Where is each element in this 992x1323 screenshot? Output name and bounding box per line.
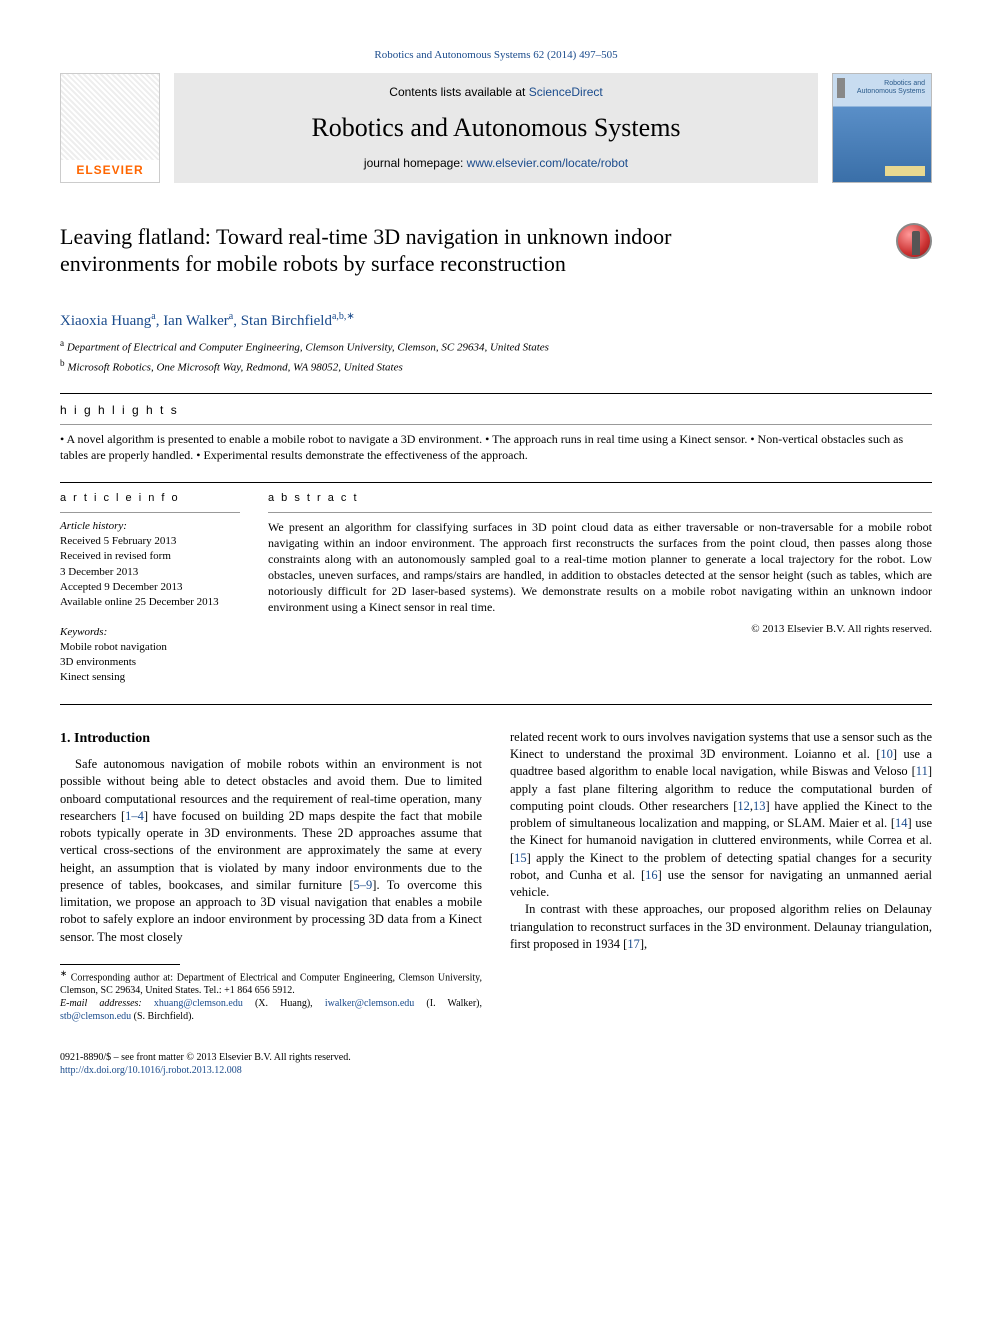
- author-1[interactable]: Xiaoxia Huanga: [60, 313, 156, 329]
- masthead: ELSEVIER Contents lists available at Sci…: [60, 73, 932, 183]
- citation-link[interactable]: Robotics and Autonomous Systems 62 (2014…: [374, 49, 617, 61]
- contents-list-line: Contents lists available at ScienceDirec…: [389, 84, 602, 100]
- column-left: 1. Introduction Safe autonomous navigati…: [60, 729, 482, 1023]
- email-1[interactable]: xhuang@clemson.edu: [154, 998, 243, 1009]
- history-label: Article history:: [60, 519, 240, 534]
- keyword-1: Mobile robot navigation: [60, 640, 240, 655]
- title-row: Leaving flatland: Toward real-time 3D na…: [60, 223, 932, 278]
- cover-spine-icon: [837, 78, 845, 98]
- doi-link[interactable]: http://dx.doi.org/10.1016/j.robot.2013.1…: [60, 1065, 242, 1076]
- highlights-heading: h i g h l i g h t s: [60, 402, 932, 418]
- author-3[interactable]: Stan Birchfielda,b,∗: [241, 313, 355, 329]
- elsevier-logo[interactable]: ELSEVIER: [60, 73, 160, 183]
- keywords-label: Keywords:: [60, 625, 240, 640]
- copyright-line: © 2013 Elsevier B.V. All rights reserved…: [268, 622, 932, 637]
- elsevier-tree-icon: [61, 74, 159, 160]
- ref-11[interactable]: 11: [916, 764, 928, 778]
- rule-thin-1: [60, 424, 932, 425]
- article-info-heading: a r t i c l e i n f o: [60, 491, 240, 506]
- crossmark-icon[interactable]: [896, 223, 932, 259]
- affiliation-a: a Department of Electrical and Computer …: [60, 337, 932, 356]
- history-3: 3 December 2013: [60, 565, 240, 580]
- paper-title: Leaving flatland: Toward real-time 3D na…: [60, 223, 780, 278]
- ref-5-9[interactable]: 5–9: [354, 878, 373, 892]
- abstract-text: We present an algorithm for classifying …: [268, 519, 932, 616]
- info-row: a r t i c l e i n f o Article history: R…: [60, 491, 932, 686]
- email-footnote: E-mail addresses: xhuang@clemson.edu (X.…: [60, 997, 482, 1023]
- contents-prefix: Contents lists available at: [389, 85, 528, 99]
- doi-block: 0921-8890/$ – see front matter © 2013 El…: [60, 1051, 932, 1077]
- corresponding-footnote: ∗ Corresponding author at: Department of…: [60, 969, 482, 997]
- ref-14[interactable]: 14: [895, 816, 908, 830]
- journal-banner: Contents lists available at ScienceDirec…: [174, 73, 818, 183]
- highlights-body: • A novel algorithm is presented to enab…: [60, 431, 932, 463]
- sciencedirect-link[interactable]: ScienceDirect: [529, 85, 603, 99]
- body-columns: 1. Introduction Safe autonomous navigati…: [60, 729, 932, 1023]
- abstract-heading: a b s t r a c t: [268, 491, 932, 506]
- history-5: Available online 25 December 2013: [60, 595, 240, 610]
- homepage-link[interactable]: www.elsevier.com/locate/robot: [467, 156, 628, 170]
- rule-thin-3: [268, 512, 932, 513]
- ref-16[interactable]: 16: [645, 868, 658, 882]
- elsevier-wordmark: ELSEVIER: [76, 160, 143, 182]
- intro-para-1-cont: related recent work to ours involves nav…: [510, 729, 932, 902]
- journal-homepage-line: journal homepage: www.elsevier.com/locat…: [364, 155, 628, 171]
- column-right: related recent work to ours involves nav…: [510, 729, 932, 1023]
- history-4: Accepted 9 December 2013: [60, 580, 240, 595]
- intro-para-2: In contrast with these approaches, our p…: [510, 901, 932, 953]
- affiliation-b: b Microsoft Robotics, One Microsoft Way,…: [60, 357, 932, 376]
- ref-17[interactable]: 17: [627, 937, 640, 951]
- history-2: Received in revised form: [60, 549, 240, 564]
- ref-10[interactable]: 10: [880, 747, 893, 761]
- history-1: Received 5 February 2013: [60, 534, 240, 549]
- journal-cover-thumb[interactable]: Robotics andAutonomous Systems: [832, 73, 932, 183]
- rule-2: [60, 482, 932, 483]
- footnote-rule: [60, 964, 180, 965]
- rule-thin-2: [60, 512, 240, 513]
- homepage-prefix: journal homepage:: [364, 156, 467, 170]
- email-2[interactable]: iwalker@clemson.edu: [325, 998, 414, 1009]
- cover-foot-icon: [885, 166, 925, 176]
- article-info: a r t i c l e i n f o Article history: R…: [60, 491, 240, 686]
- cover-title: Robotics andAutonomous Systems: [857, 80, 925, 95]
- ref-15[interactable]: 15: [514, 851, 527, 865]
- keyword-2: 3D environments: [60, 655, 240, 670]
- author-2[interactable]: Ian Walkera: [163, 313, 233, 329]
- ref-12[interactable]: 12: [737, 799, 750, 813]
- rule-1: [60, 393, 932, 394]
- email-label: E-mail addresses:: [60, 998, 154, 1009]
- front-matter-line: 0921-8890/$ – see front matter © 2013 El…: [60, 1051, 932, 1064]
- ref-13[interactable]: 13: [753, 799, 766, 813]
- rule-3: [60, 704, 932, 705]
- page: Robotics and Autonomous Systems 62 (2014…: [0, 0, 992, 1117]
- author-list: Xiaoxia Huanga, Ian Walkera, Stan Birchf…: [60, 310, 932, 331]
- ref-1-4[interactable]: 1–4: [125, 809, 144, 823]
- journal-name: Robotics and Autonomous Systems: [311, 110, 680, 145]
- running-header: Robotics and Autonomous Systems 62 (2014…: [60, 48, 932, 63]
- keyword-3: Kinect sensing: [60, 670, 240, 685]
- abstract-block: a b s t r a c t We present an algorithm …: [268, 491, 932, 686]
- section-1-heading: 1. Introduction: [60, 729, 482, 748]
- email-3[interactable]: stb@clemson.edu: [60, 1011, 131, 1022]
- intro-para-1: Safe autonomous navigation of mobile rob…: [60, 756, 482, 946]
